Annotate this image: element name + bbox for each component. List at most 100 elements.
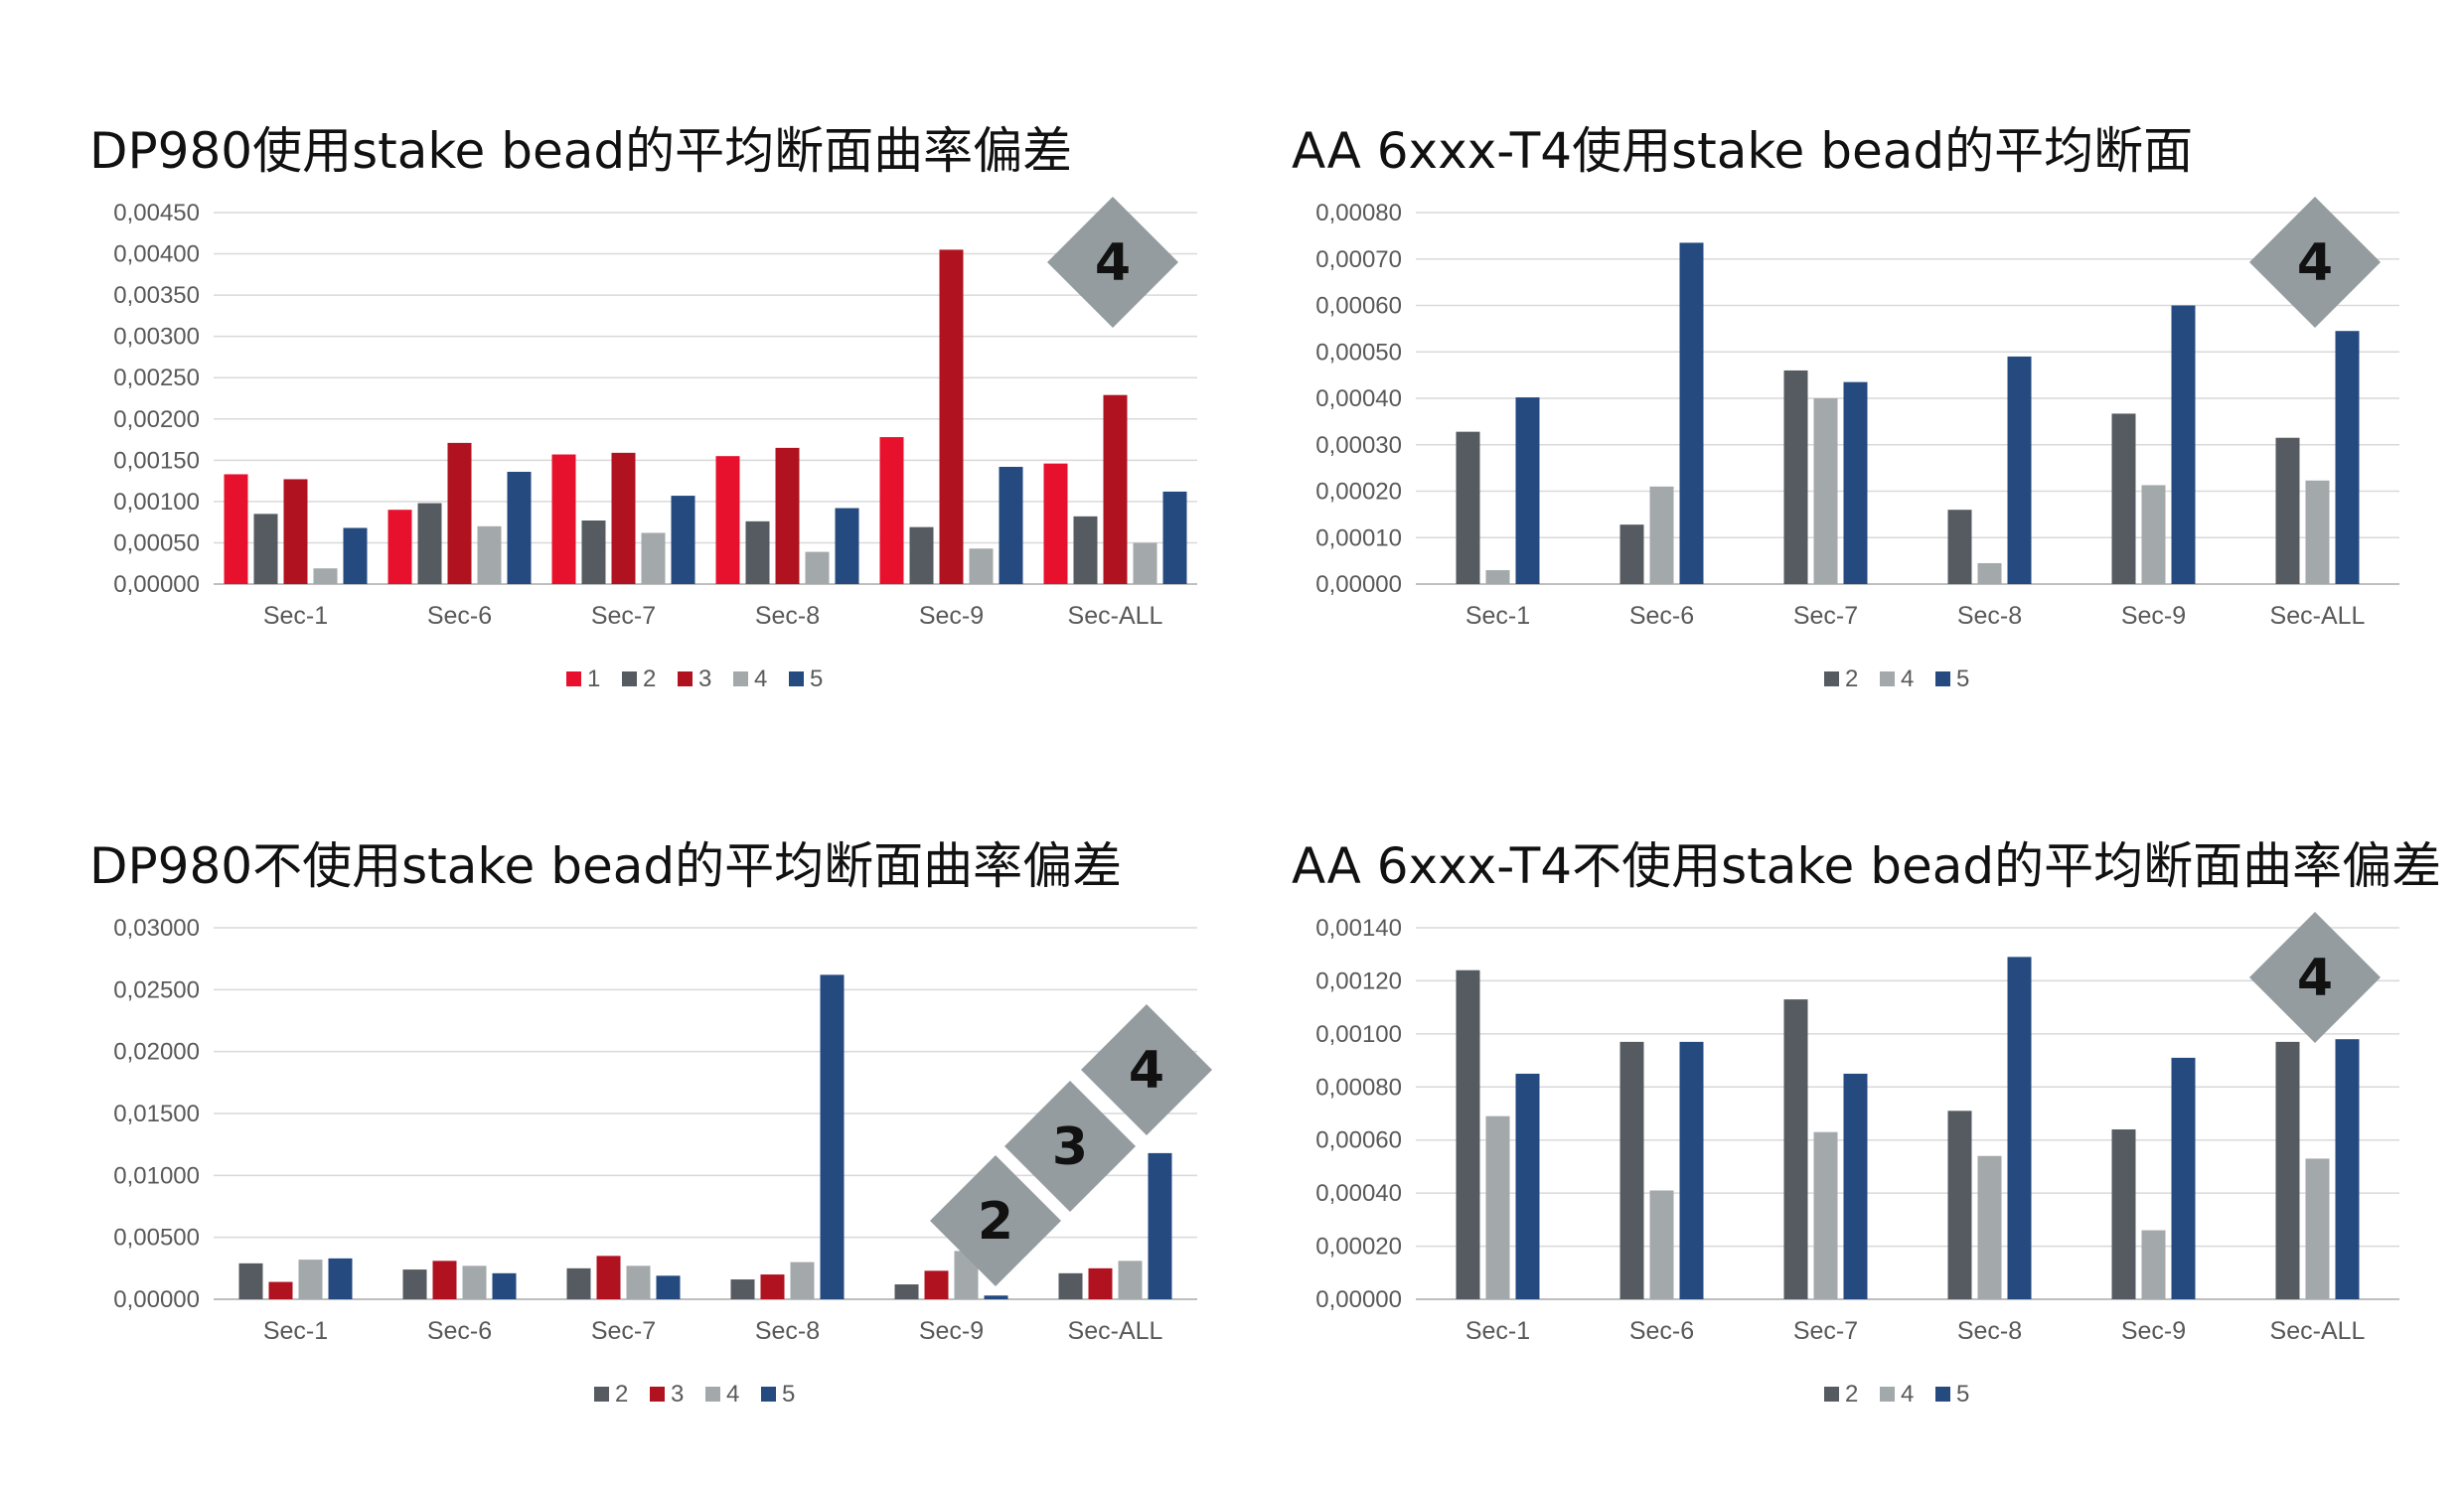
y-tick-label: 0,00080 (1315, 1074, 1402, 1101)
y-tick-label: 0,01000 (113, 1162, 200, 1189)
badge-number: 4 (2297, 949, 2333, 1008)
legend-label: 5 (782, 1381, 795, 1408)
bar-series-4-sec-6 (462, 1265, 487, 1299)
bar-series-4-sec-7 (641, 532, 666, 584)
bar-series-5-sec-all (2335, 331, 2360, 584)
bar-series-5-sec-all (1148, 1152, 1172, 1299)
bar-series-2-sec-8 (745, 520, 770, 584)
bar-series-2-sec-all (1058, 1272, 1083, 1299)
bar-series-3-sec-9 (924, 1270, 949, 1299)
bar-series-4-sec-all (2305, 480, 2330, 584)
x-category-label: Sec-1 (263, 1317, 328, 1345)
bar-series-2-sec-6 (1619, 524, 1644, 584)
bar-series-2-sec-1 (1456, 431, 1480, 584)
y-tick-label: 0,00300 (113, 324, 200, 351)
badge-diamond (2249, 912, 2381, 1043)
x-category-label: Sec-ALL (2270, 602, 2366, 630)
bar-series-4-sec-9 (969, 548, 994, 584)
y-tick-label: 0,00020 (1315, 479, 1402, 506)
bar-series-2-sec-1 (1456, 969, 1480, 1299)
legend-label: 2 (615, 1381, 628, 1408)
chart-title: DP980使用stake bead的平均断面曲率偏差 (89, 122, 1073, 180)
legend-swatch (678, 671, 693, 686)
bar-series-5-sec-1 (1515, 397, 1540, 584)
chart-panel-aa6xxx-no-stake: AA 6xxx-T4不使用stake bead的平均断面曲率偏差 0,00000… (1292, 826, 2441, 1442)
bar-series-3-sec-all (1088, 1267, 1113, 1299)
chart-title: AA 6xxx-T4使用stake bead的平均断面 (1292, 122, 2194, 180)
bar-series-5-sec-8 (2007, 957, 2032, 1299)
badge-diamond (2249, 197, 2381, 328)
bar-series-5-sec-9 (984, 1295, 1008, 1299)
bar-series-2-sec-9 (2111, 1129, 2136, 1299)
legend-label: 5 (1956, 1381, 1969, 1408)
bar-series-4-sec-8 (805, 551, 830, 584)
legend-label: 2 (1845, 666, 1858, 692)
y-tick-label: 0,00000 (113, 1286, 200, 1313)
bar-series-4-sec-6 (477, 525, 502, 584)
bar-series-2-sec-9 (909, 526, 934, 584)
bar-series-4-sec-1 (1485, 569, 1510, 584)
bar-series-4-sec-1 (313, 568, 338, 584)
legend-swatch (594, 1387, 609, 1402)
y-tick-label: 0,00140 (1315, 915, 1402, 942)
y-tick-label: 0,02500 (113, 976, 200, 1003)
legend-swatch (566, 671, 581, 686)
bar-series-2-sec-8 (1947, 1111, 1972, 1299)
y-tick-label: 0,02000 (113, 1039, 200, 1066)
legend-label: 1 (587, 666, 600, 692)
bar-series-4-sec-8 (1977, 1155, 2002, 1299)
bar-series-4-sec-all (2305, 1158, 2330, 1299)
bar-series-3-sec-6 (447, 442, 472, 584)
y-tick-label: 0,00000 (1315, 1286, 1402, 1313)
bar-series-3-sec-8 (760, 1274, 785, 1299)
x-category-label: Sec-ALL (1068, 1317, 1163, 1345)
bar-series-4-sec-6 (1649, 486, 1674, 584)
chart-panel-aa6xxx-stake: AA 6xxx-T4使用stake bead的平均断面 0,00000 0,000… (1292, 111, 2434, 727)
bar-series-5-sec-7 (1843, 1073, 1868, 1299)
legend-swatch (1824, 671, 1839, 686)
y-tick-label: 0,00000 (113, 571, 200, 598)
bar-series-3-sec-1 (283, 479, 308, 584)
bar-series-5-sec-6 (492, 1272, 517, 1299)
y-tick-label: 0,00080 (1315, 200, 1402, 226)
bar-series-2-sec-6 (1619, 1041, 1644, 1299)
x-category-label: Sec-9 (919, 1317, 984, 1345)
x-category-label: Sec-6 (1629, 1317, 1694, 1345)
x-category-label: Sec-8 (1957, 602, 2022, 630)
bar-series-2-sec-all (2275, 1041, 2300, 1299)
bar-series-4-sec-9 (2141, 1230, 2166, 1299)
legend-swatch (650, 1387, 665, 1402)
legend-label: 5 (1956, 666, 1969, 692)
bar-series-4-sec-7 (626, 1265, 651, 1299)
x-category-label: Sec-1 (1465, 1317, 1530, 1345)
x-category-label: Sec-7 (1793, 1317, 1858, 1345)
bar-chart: 0,00000 0,00020 0,00040 0,00060 0,00080 0,001… (1315, 912, 2399, 1408)
bar-series-2-sec-6 (402, 1269, 427, 1299)
x-category-label: Sec-7 (591, 602, 656, 630)
legend-label: 4 (1901, 666, 1914, 692)
badge-number: 4 (1095, 233, 1131, 293)
y-tick-label: 0,00030 (1315, 432, 1402, 459)
bar-series-1-sec-7 (551, 454, 576, 584)
bar-series-2-sec-7 (581, 520, 606, 584)
bar-series-2-sec-6 (417, 503, 442, 584)
bar-series-5-sec-all (1162, 491, 1187, 584)
bar-series-2-sec-8 (730, 1279, 755, 1299)
legend-swatch (733, 671, 748, 686)
bar-series-3-sec-7 (596, 1256, 621, 1299)
y-tick-label: 0,00070 (1315, 246, 1402, 273)
badge-number: 3 (1052, 1117, 1088, 1177)
legend-label: 3 (698, 666, 711, 692)
x-category-label: Sec-9 (2121, 602, 2186, 630)
bar-series-5-sec-7 (1843, 381, 1868, 584)
legend-swatch (1880, 1387, 1895, 1402)
legend-swatch (1880, 671, 1895, 686)
bar-series-2-sec-8 (1947, 510, 1972, 584)
bar-series-5-sec-1 (343, 527, 368, 584)
x-category-label: Sec-ALL (2270, 1317, 2366, 1345)
x-category-label: Sec-7 (591, 1317, 656, 1345)
y-tick-label: 0,00400 (113, 241, 200, 268)
y-tick-label: 0,00200 (113, 406, 200, 433)
bar-series-5-sec-all (2335, 1039, 2360, 1299)
x-category-label: Sec-6 (427, 1317, 492, 1345)
